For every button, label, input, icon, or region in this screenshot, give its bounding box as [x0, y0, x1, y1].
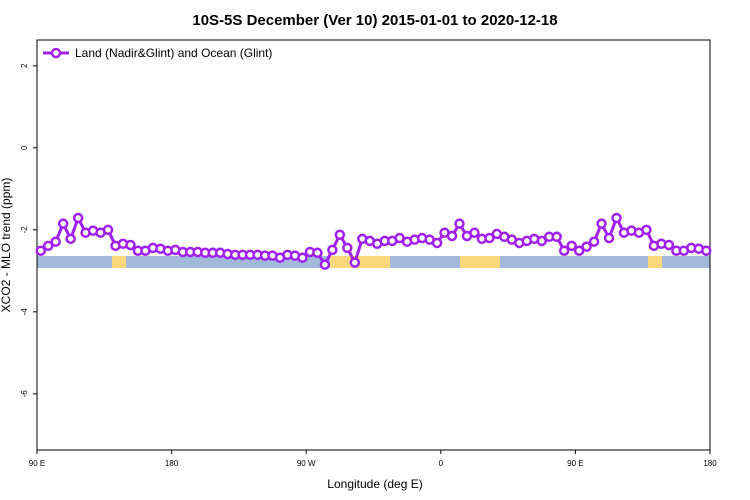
point: [551, 231, 562, 243]
chart-title: 10S-5S December (Ver 10) 2015-01-01 to 2…: [192, 12, 557, 29]
point: [484, 232, 495, 244]
point: [297, 252, 308, 263]
point: [35, 245, 46, 256]
x-axis-label: Longitude (deg E): [327, 477, 422, 491]
point: [42, 240, 54, 252]
point: [327, 244, 338, 256]
point: [701, 245, 712, 256]
legend-marker: [50, 47, 62, 59]
x-tick-label: 90 E: [29, 459, 45, 468]
y-tick-label: -4: [20, 308, 29, 316]
point: [319, 259, 331, 270]
point: [446, 230, 458, 242]
point: [334, 229, 346, 240]
point: [603, 232, 615, 244]
point: [72, 212, 84, 224]
land-patch: [460, 256, 500, 268]
point: [536, 235, 547, 247]
x-tick-label: 0: [439, 459, 444, 468]
y-tick-label: 2: [20, 63, 29, 68]
point: [65, 233, 76, 245]
point: [469, 227, 480, 238]
point: [566, 240, 577, 252]
land-patch: [648, 256, 662, 268]
plot-frame: [36, 39, 711, 451]
y-axis-label: XCO2 - MLO trend (ppm): [0, 178, 13, 313]
point: [573, 245, 585, 256]
point: [558, 245, 570, 256]
point: [125, 239, 136, 251]
point: [342, 242, 353, 254]
x-tick-label: 180: [165, 459, 179, 468]
point: [50, 236, 61, 247]
x-tick-label: 180: [703, 459, 717, 468]
point: [349, 257, 361, 268]
surface-strip: [37, 256, 710, 268]
legend-label: Land (Nadir&Glint) and Ocean (Glint): [75, 46, 272, 60]
point: [596, 218, 607, 229]
point: [57, 218, 69, 229]
point: [641, 224, 652, 236]
point: [102, 224, 114, 236]
point: [611, 212, 622, 224]
x-tick-label: 90 E: [567, 459, 583, 468]
y-tick-label: 0: [20, 145, 29, 150]
y-tick-label: -6: [20, 390, 29, 398]
point: [663, 239, 675, 251]
point: [588, 236, 600, 247]
x-tick-label: 90 W: [297, 459, 316, 468]
land-patch: [112, 256, 126, 268]
point: [312, 247, 323, 259]
point: [431, 237, 443, 249]
point: [454, 218, 465, 229]
y-tick-label: -2: [20, 226, 29, 234]
point: [581, 241, 592, 252]
